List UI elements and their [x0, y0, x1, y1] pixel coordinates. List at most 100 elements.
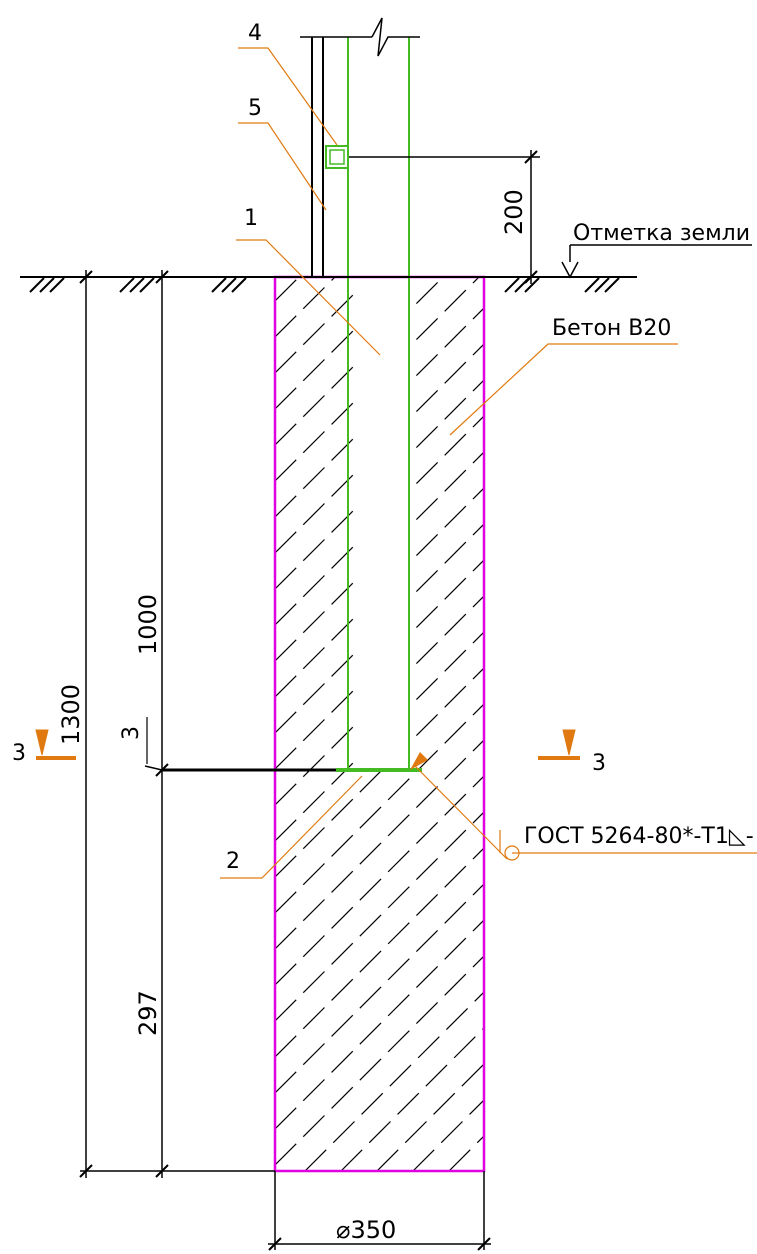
- hatch-stroke: [275, 1143, 297, 1166]
- hatch-stroke: [331, 870, 354, 893]
- hatch-stroke: [361, 1092, 384, 1115]
- dim-200: [349, 150, 540, 284]
- hatch-stroke: [445, 1007, 469, 1031]
- hatch-stroke: [331, 690, 354, 713]
- hatch-stroke: [415, 569, 439, 593]
- hatch-stroke: [359, 1058, 382, 1081]
- callout-5-leader: [238, 122, 327, 211]
- dim-1000-297: [155, 270, 169, 1178]
- hatch-stroke: [359, 806, 382, 829]
- hatch-stroke: [444, 793, 467, 816]
- hatch-stroke: [331, 618, 354, 641]
- hatch-stroke: [275, 783, 297, 806]
- hatch-stroke: [331, 438, 354, 461]
- hatch-stroke: [302, 935, 325, 958]
- hatch-stroke: [415, 497, 439, 521]
- hatch-stroke: [302, 611, 325, 634]
- hatch-stroke: [275, 603, 297, 626]
- hatch-stroke: [387, 886, 410, 909]
- callout-1: 1: [244, 206, 258, 231]
- hatch-stroke: [302, 467, 325, 490]
- hatch-stroke: [472, 277, 480, 284]
- hatch-stroke: [331, 834, 354, 857]
- hatch-stroke: [404, 1121, 427, 1144]
- hatch-stroke: [331, 474, 354, 497]
- hatch-stroke: [275, 423, 297, 446]
- hatch-stroke: [275, 351, 297, 374]
- hatch-stroke: [275, 315, 297, 338]
- part-3-plate-line: [144, 765, 336, 772]
- ground-level-label: Отметка земли: [573, 221, 750, 246]
- hatch-stroke: [415, 353, 439, 377]
- section-marker-left: [35, 729, 76, 760]
- hatch-stroke: [448, 1149, 471, 1171]
- hatch-stroke: [433, 1092, 456, 1115]
- hatch-stroke: [387, 778, 410, 801]
- hatch-stroke: [444, 901, 467, 924]
- hatch-stroke: [331, 726, 354, 749]
- hatch-stroke: [415, 317, 439, 341]
- hatch-stroke: [359, 950, 382, 973]
- hatch-stroke: [453, 1036, 476, 1059]
- hatch-stroke: [387, 850, 410, 873]
- hatch-stroke: [331, 1014, 354, 1037]
- ground-line: [20, 276, 637, 293]
- hatch-stroke: [444, 469, 467, 492]
- hatch-stroke: [331, 906, 354, 929]
- weld-note: ГОСТ 5264-80*-Т1◺-: [524, 824, 754, 849]
- hatch-stroke: [275, 1071, 297, 1094]
- hatch-stroke: [415, 857, 439, 881]
- hatch-stroke: [275, 459, 297, 482]
- hatch-stroke: [444, 685, 467, 708]
- dim-1300: [79, 270, 275, 1178]
- hatch-stroke: [304, 1149, 327, 1171]
- hatch-stroke: [302, 395, 325, 418]
- hatch-stroke: [302, 899, 325, 922]
- hatch-stroke: [275, 279, 297, 302]
- hatch-stroke: [275, 675, 297, 698]
- hatch-stroke: [302, 287, 325, 310]
- hatch-stroke: [275, 927, 297, 950]
- part-5-pipe: [311, 37, 324, 277]
- hatch-stroke: [302, 647, 325, 670]
- hatch-stroke: [444, 397, 467, 420]
- hatch-stroke: [275, 1107, 297, 1130]
- callout-1-leader: [236, 239, 381, 356]
- hatch-stroke: [331, 1086, 354, 1109]
- hatch-stroke: [444, 325, 467, 348]
- hatch-stroke: [387, 958, 410, 981]
- hatch-stroke: [469, 1099, 484, 1115]
- hatch-stroke: [444, 721, 467, 744]
- dim-1300-value: 1300: [57, 684, 85, 745]
- hatch-stroke: [476, 1135, 484, 1144]
- hatch-stroke: [302, 755, 325, 778]
- hatch-stroke: [359, 986, 382, 1009]
- hatch-stroke: [302, 503, 325, 526]
- hatch-stroke: [302, 1115, 325, 1138]
- hatch-stroke: [302, 719, 325, 742]
- hatch-stroke: [415, 425, 439, 449]
- hatch-stroke: [331, 582, 354, 605]
- hatch-stroke: [331, 510, 354, 533]
- dim-1000-value: 1000: [134, 594, 162, 655]
- hatch-stroke: [415, 605, 439, 629]
- hatch-stroke: [368, 1121, 391, 1144]
- hatch-stroke: [275, 639, 297, 662]
- hatch-stroke: [415, 461, 439, 485]
- concrete-leader: [449, 343, 678, 436]
- hatch-stroke: [474, 991, 484, 1002]
- hatch-stroke: [302, 431, 325, 454]
- hatch-stroke: [275, 747, 297, 770]
- hatch-stroke: [331, 798, 354, 821]
- hatch-stroke: [275, 855, 297, 878]
- concrete-hatch: [275, 277, 484, 1171]
- hatch-stroke: [332, 1121, 355, 1144]
- section-label-right: 3: [592, 751, 606, 776]
- hatch-stroke: [387, 814, 410, 837]
- hatch-stroke: [415, 389, 439, 413]
- hatch-stroke: [331, 546, 354, 569]
- hatch-stroke: [444, 937, 467, 960]
- hatch-stroke: [331, 978, 354, 1001]
- hatch-stroke: [359, 770, 382, 793]
